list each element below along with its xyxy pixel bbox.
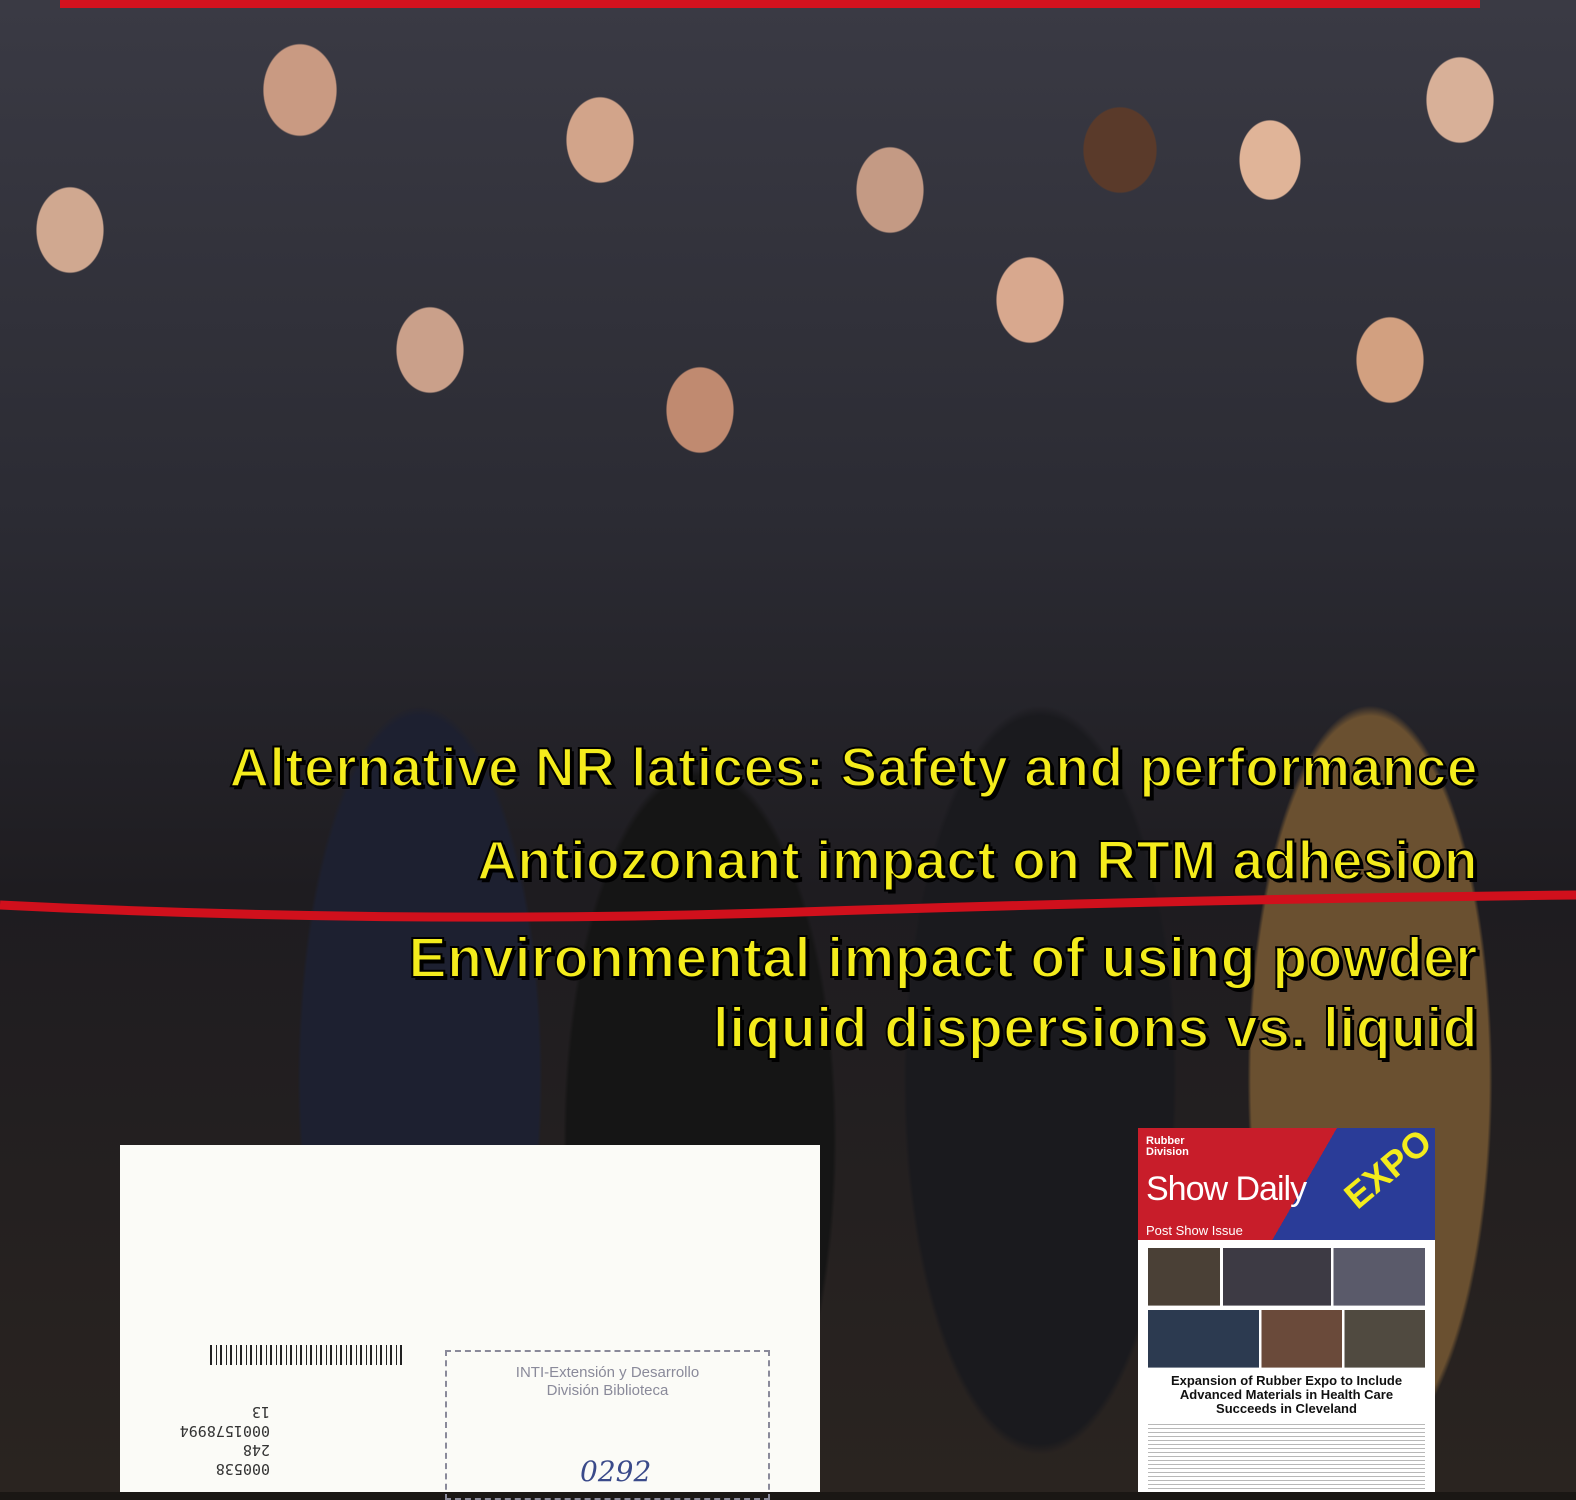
- label-number: 0001578994: [140, 1421, 270, 1440]
- handwritten-number: 0292: [580, 1455, 651, 1488]
- label-number: 13: [140, 1402, 270, 1421]
- label-numbers: 000538 248 0001578994 13: [140, 1402, 270, 1478]
- red-ribbon: [0, 895, 1576, 917]
- headline: liquid dispersions vs. liquid: [713, 995, 1478, 1061]
- inset-title: Show Daily: [1146, 1170, 1306, 1209]
- inset-body-text: [1148, 1424, 1425, 1492]
- label-number: 000538: [140, 1459, 270, 1478]
- cover-page: Alternative NR latices: Safety and perfo…: [0, 0, 1576, 1492]
- inset-photos: [1148, 1248, 1425, 1368]
- headline: Alternative NR latices: Safety and perfo…: [229, 735, 1478, 799]
- barcode: [210, 1345, 405, 1365]
- inset-subtitle: Post Show Issue: [1146, 1223, 1243, 1238]
- stamp-line: División Biblioteca: [447, 1382, 768, 1400]
- inset-headline: Expansion of Rubber Expo to Include Adva…: [1148, 1374, 1425, 1416]
- headline: Antiozonant impact on RTM adhesion: [477, 828, 1478, 892]
- stamp-line: INTI-Extensión y Desarrollo: [447, 1364, 768, 1382]
- label-number: 248: [140, 1440, 270, 1459]
- show-daily-inset: Rubber Division Show Daily EXPO Post Sho…: [1138, 1128, 1435, 1492]
- headline: Environmental impact of using powder: [409, 925, 1478, 991]
- inset-brand: Rubber Division: [1146, 1136, 1196, 1158]
